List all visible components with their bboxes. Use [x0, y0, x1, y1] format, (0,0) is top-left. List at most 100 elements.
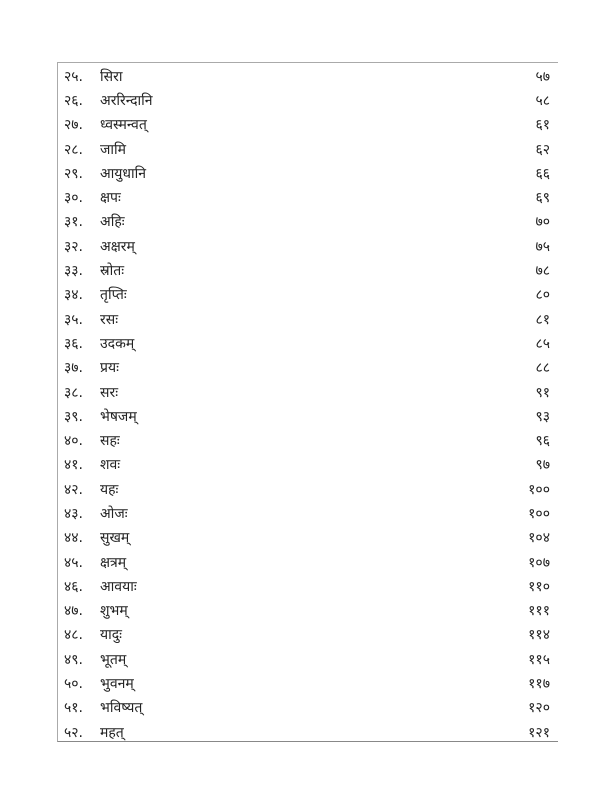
entry-number: २८.	[64, 141, 84, 158]
toc-entry: ३०. क्षपः ६९	[58, 185, 558, 209]
entry-number: ४९.	[64, 651, 84, 668]
entry-number: ४७.	[64, 603, 84, 620]
toc-list: २५. सिरा ५७ २६. अररिन्दानि ५८ २७. ध्वस्मन्वत् ६१…	[58, 63, 558, 744]
entry-title: आवयाः	[100, 578, 137, 595]
entry-number: ४६.	[64, 578, 84, 595]
entry-title: क्षपः	[100, 190, 121, 207]
entry-number: ५०.	[64, 676, 84, 693]
entry-number: ३१.	[64, 214, 84, 231]
entry-number: ३५.	[64, 311, 84, 328]
entry-number: ३३.	[64, 263, 84, 280]
entry-page: ११०	[528, 578, 550, 595]
toc-entry: ३१. अहिः ७०	[58, 210, 558, 234]
entry-page: ८८	[535, 360, 550, 377]
entry-page: ९६	[535, 433, 550, 450]
entry-title: महत्	[100, 724, 124, 741]
entry-number: ३७.	[64, 360, 84, 377]
toc-entry: २८. जामि ६२	[58, 137, 558, 161]
toc-entry: ४९. भूतम् ११५	[58, 647, 558, 671]
entry-page: १२१	[528, 724, 550, 741]
entry-title: भविष्यत्	[100, 700, 143, 717]
toc-entry: २६. अररिन्दानि ५८	[58, 88, 558, 112]
entry-number: ३४.	[64, 287, 84, 304]
entry-title: शवः	[100, 457, 121, 474]
entry-page: ६२	[535, 141, 550, 158]
toc-entry: ३६. उदकम् ८५	[58, 331, 558, 355]
entry-title: रसः	[100, 311, 119, 328]
toc-entry: ५२. महत् १२१	[58, 720, 558, 744]
entry-page: ५८	[535, 92, 550, 109]
entry-page: ९३	[535, 408, 550, 425]
entry-number: ४०.	[64, 433, 84, 450]
entry-page: १२०	[528, 700, 550, 717]
toc-entry: ५१. भविष्यत् १२०	[58, 696, 558, 720]
entry-page: १०४	[528, 530, 550, 547]
entry-title: सहः	[100, 433, 120, 450]
entry-title: स्रोतः	[100, 263, 125, 280]
toc-entry: ४२. यहः १००	[58, 477, 558, 501]
toc-entry: ५०. भुवनम् ११७	[58, 671, 558, 695]
entry-number: २७.	[64, 117, 84, 134]
entry-number: ५१.	[64, 700, 84, 717]
entry-page: ८५	[535, 335, 550, 352]
entry-title: भेषजम्	[100, 408, 137, 425]
entry-title: ओजः	[100, 505, 128, 522]
entry-number: ४४.	[64, 530, 84, 547]
entry-title: भुवनम्	[100, 676, 134, 693]
entry-page: ११५	[528, 651, 550, 668]
toc-entry: ४६. आवयाः ११०	[58, 574, 558, 598]
entry-title: सुखम्	[100, 530, 130, 547]
entry-title: यादुः	[100, 627, 123, 644]
entry-title: उदकम्	[100, 335, 135, 352]
toc-entry: ३४. तृप्तिः ८०	[58, 283, 558, 307]
entry-page: ८०	[535, 287, 550, 304]
entry-title: अहिः	[100, 214, 125, 231]
entry-number: ३८.	[64, 384, 84, 401]
toc-entry: ४५. क्षत्रम् १०७	[58, 550, 558, 574]
entry-title: अररिन्दानि	[100, 92, 153, 109]
entry-page: ६९	[535, 190, 550, 207]
entry-title: क्षत्रम्	[100, 554, 127, 571]
entry-page: ६६	[535, 165, 550, 182]
entry-number: २९.	[64, 165, 84, 182]
toc-entry: ४०. सहः ९६	[58, 428, 558, 452]
entry-title: तृप्तिः	[100, 287, 127, 304]
entry-page: ९१	[535, 384, 550, 401]
table-of-contents: २५. सिरा ५७ २६. अररिन्दानि ५८ २७. ध्वस्मन्वत् ६१…	[57, 62, 558, 742]
toc-entry: ४७. शुभम् १११	[58, 599, 558, 623]
entry-page: ५७	[535, 68, 550, 85]
entry-page: ११७	[528, 676, 550, 693]
entry-page: ७०	[535, 214, 550, 231]
entry-title: भूतम्	[100, 651, 127, 668]
entry-page: १११	[528, 603, 550, 620]
entry-title: ध्वस्मन्वत्	[100, 117, 147, 134]
toc-entry: ३७. प्रयः ८८	[58, 356, 558, 380]
entry-number: ३६.	[64, 335, 84, 352]
entry-title: शुभम्	[100, 603, 128, 620]
entry-page: ६१	[535, 117, 550, 134]
entry-number: ५२.	[64, 724, 84, 741]
toc-entry: ३२. अक्षरम् ७५	[58, 234, 558, 258]
entry-page: १००	[528, 481, 550, 498]
toc-entry: ३३. स्रोतः ७८	[58, 258, 558, 282]
entry-page: १०७	[528, 554, 550, 571]
toc-entry: ४१. शवः ९७	[58, 453, 558, 477]
entry-title: सिरा	[100, 68, 123, 85]
entry-page: ७५	[535, 238, 550, 255]
entry-number: ४१.	[64, 457, 84, 474]
toc-entry: ३८. सरः ९१	[58, 380, 558, 404]
toc-entry: ४३. ओजः १००	[58, 501, 558, 525]
toc-entry: २९. आयुधानि ६६	[58, 161, 558, 185]
entry-number: ४८.	[64, 627, 84, 644]
entry-page: १००	[528, 505, 550, 522]
entry-title: प्रयः	[100, 360, 119, 377]
entry-number: २५.	[64, 68, 84, 85]
entry-number: २६.	[64, 92, 84, 109]
entry-title: आयुधानि	[100, 165, 147, 182]
entry-title: सरः	[100, 384, 119, 401]
entry-page: ११४	[528, 627, 550, 644]
entry-number: ३२.	[64, 238, 84, 255]
entry-number: ४५.	[64, 554, 84, 571]
toc-entry: २७. ध्वस्मन्वत् ६१	[58, 113, 558, 137]
entry-number: ३०.	[64, 190, 84, 207]
